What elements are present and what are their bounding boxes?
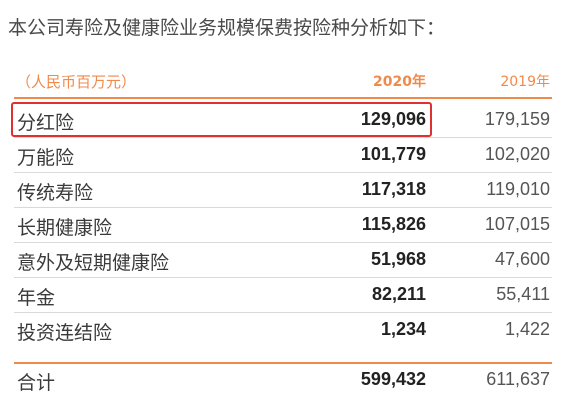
row-value-2020: 51,968 [370,249,426,269]
row-value-2020: 129,096 [360,109,426,129]
row-value-2020: 1,234 [380,319,426,339]
column-header-2019: 2019年 [500,74,550,90]
row-value-2019: 55,411 [496,284,550,304]
row-divider [14,277,552,278]
table-row: 长期健康险 115,826 107,015 [0,208,566,243]
unit-label: （人民币百万元） [16,73,137,91]
intro-text: 本公司寿险及健康险业务规模保费按险种分析如下： [8,17,446,39]
column-header-2020: 2020年 [373,74,426,90]
highlight-box [11,102,432,137]
row-value-2019: 107,015 [484,214,550,234]
row-value-2019: 119,010 [486,179,550,199]
total-label: 合计 [17,372,56,394]
row-value-2020: 101,779 [360,144,426,164]
row-label: 意外及短期健康险 [17,252,170,274]
table-row: 投资连结险 1,234 1,422 [0,313,566,348]
row-value-2019: 1,422 [504,319,550,339]
row-label: 投资连结险 [17,322,113,344]
total-value-2020: 599,432 [360,369,426,389]
header-divider [14,97,552,99]
table-row: 万能险 101,779 102,020 [0,138,566,173]
table-row: 传统寿险 117,318 119,010 [0,173,566,208]
row-divider [14,172,552,173]
row-label: 传统寿险 [17,182,94,204]
row-value-2019: 47,600 [494,249,550,269]
row-divider [14,137,552,138]
row-divider [14,207,552,208]
table-row: 分红险 129,096 179,159 [0,103,566,138]
table-row: 意外及短期健康险 51,968 47,600 [0,243,566,278]
row-divider [14,242,552,243]
table-body: 分红险 129,096 179,159 万能险 101,779 102,020 … [0,103,566,348]
row-label: 长期健康险 [17,217,113,239]
row-value-2019: 179,159 [484,109,550,129]
total-row: 合计 599,432 611,637 [0,364,566,400]
total-value-2019: 611,637 [486,369,550,389]
row-divider [14,312,552,313]
table-row: 年金 82,211 55,411 [0,278,566,313]
row-label: 年金 [17,287,56,309]
row-value-2019: 102,020 [484,144,550,164]
table-header: （人民币百万元） 2020年 2019年 [0,65,566,99]
row-value-2020: 82,211 [371,284,426,304]
row-label: 万能险 [17,147,75,169]
total-divider [14,362,552,364]
row-value-2020: 117,318 [361,179,426,199]
row-value-2020: 115,826 [361,214,426,234]
row-label: 分红险 [17,112,75,134]
